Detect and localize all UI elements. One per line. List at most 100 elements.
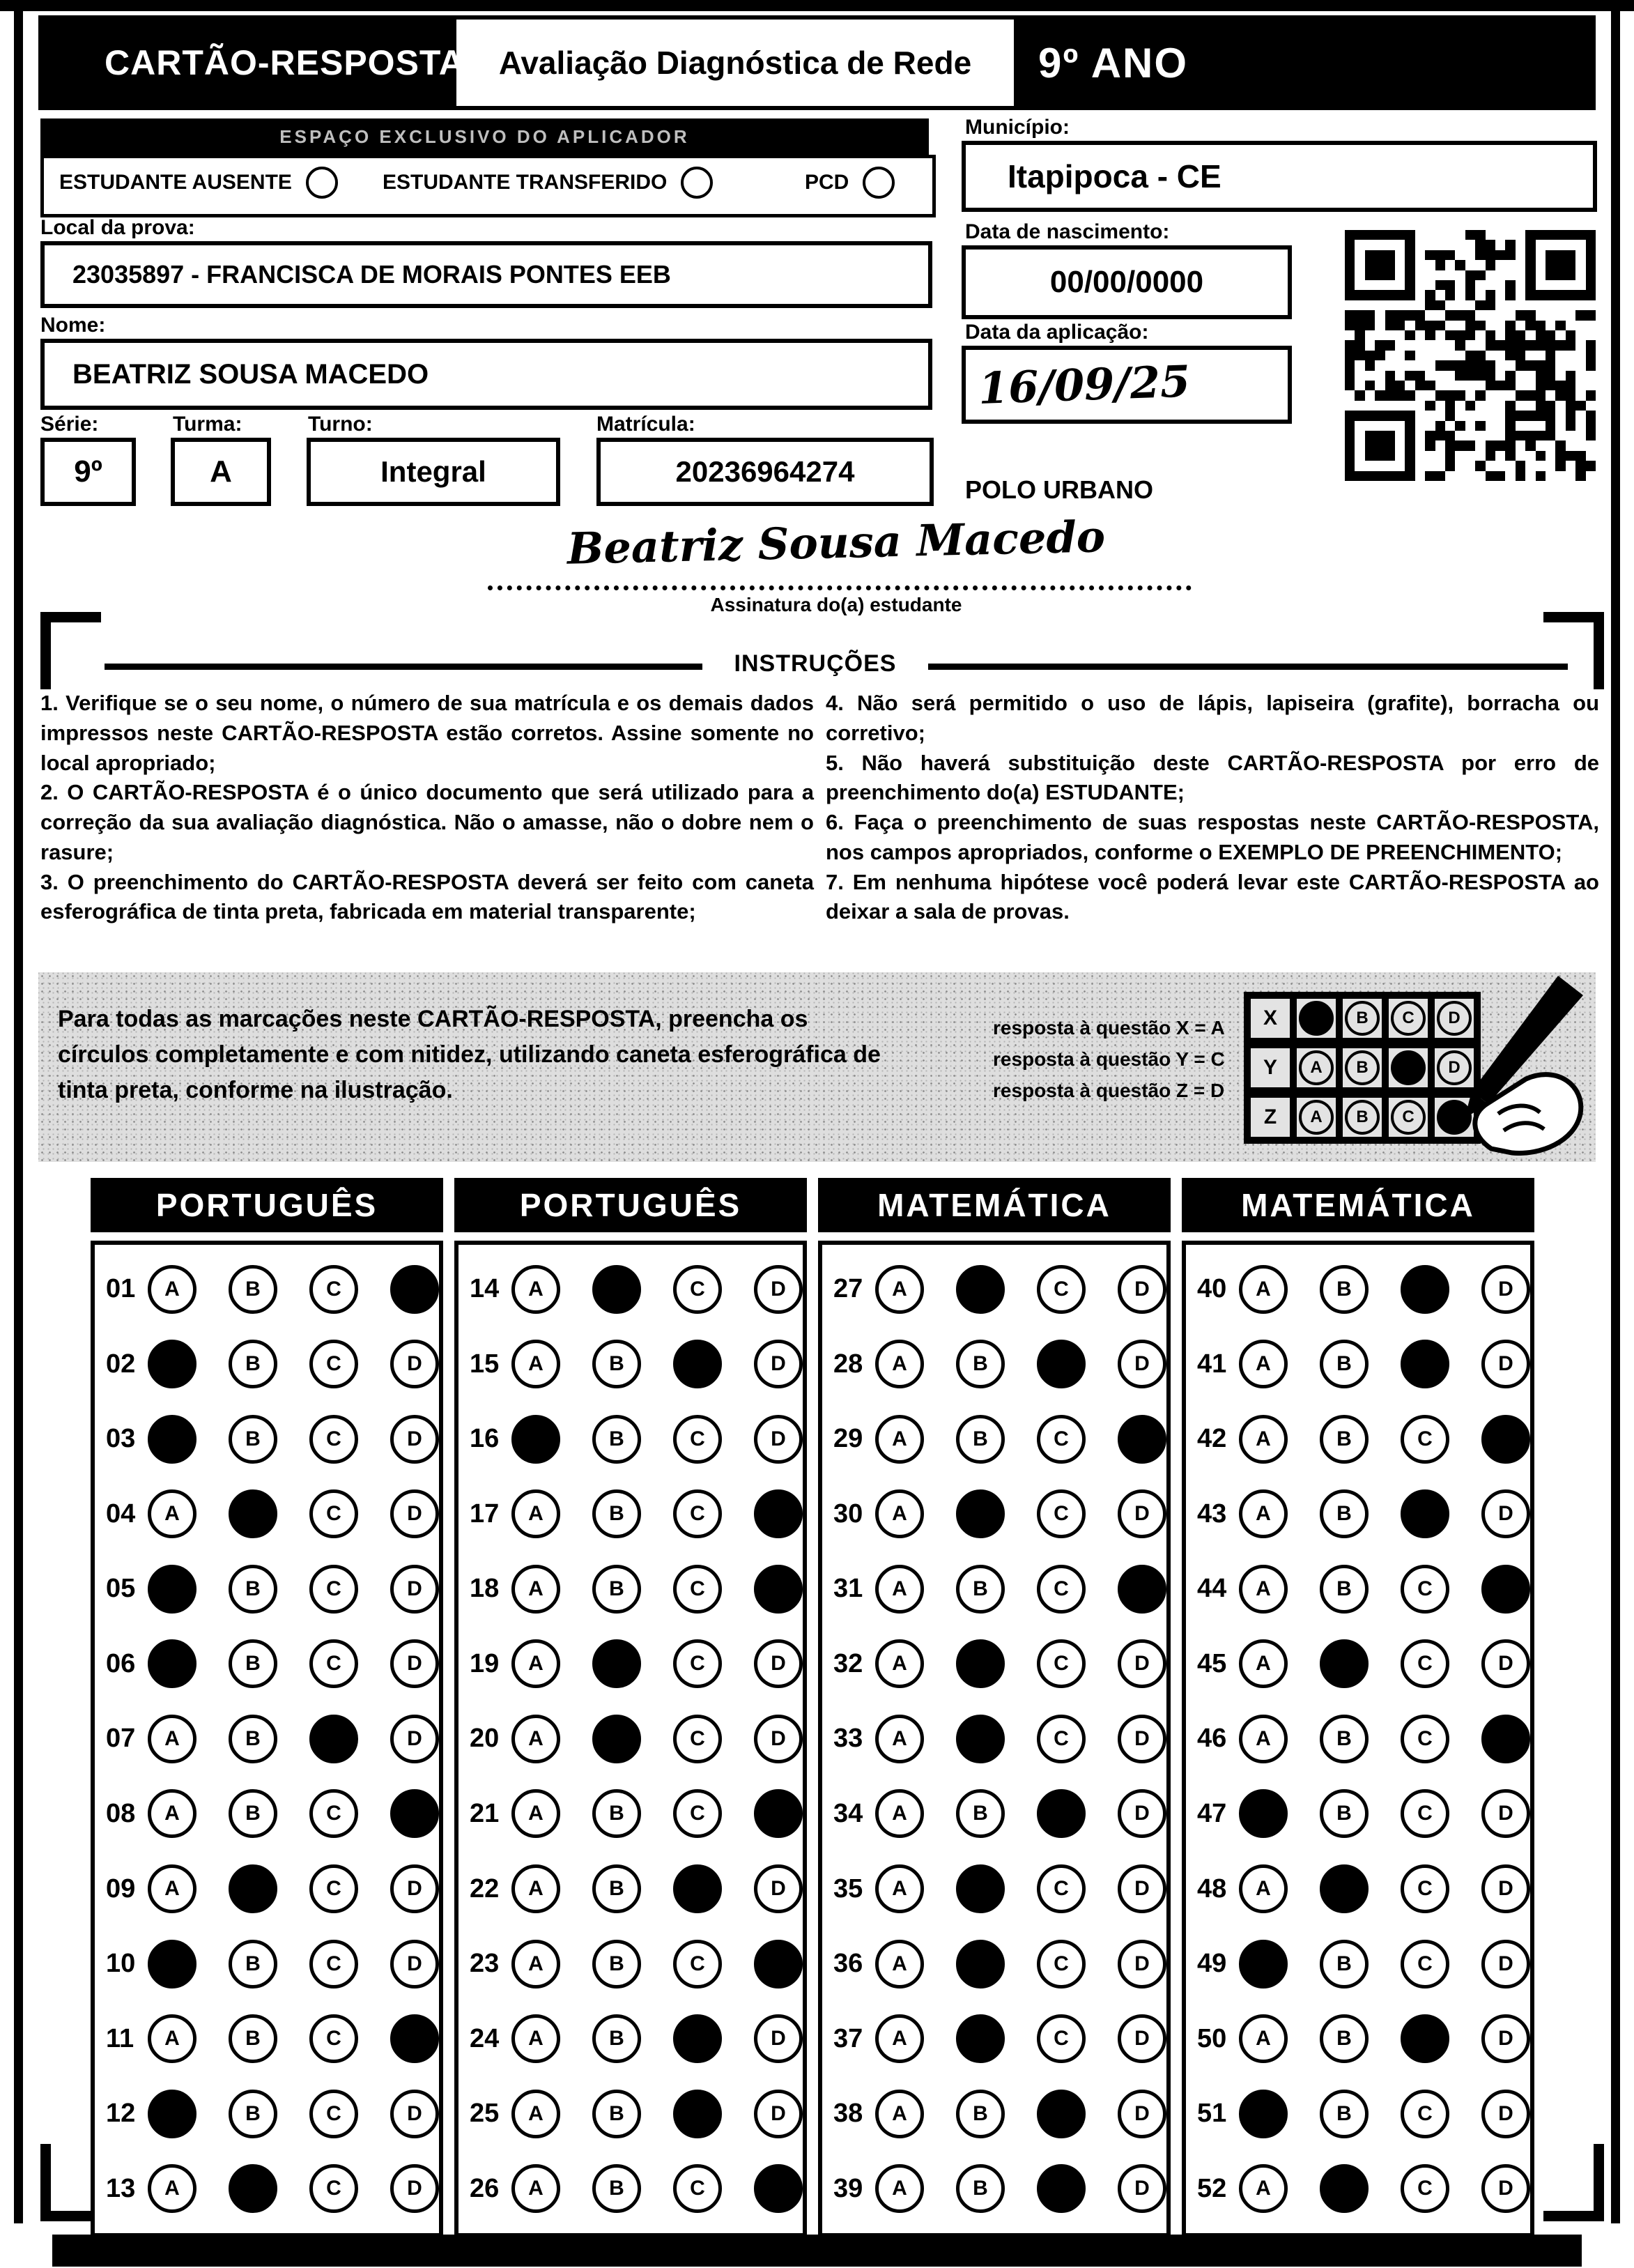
answer-bubble-filled[interactable]: A — [148, 1414, 196, 1464]
answer-bubble[interactable]: A — [511, 1564, 560, 1614]
answer-bubble[interactable]: A — [1239, 1414, 1288, 1464]
answer-bubble[interactable]: D — [1118, 1864, 1166, 1914]
answer-bubble[interactable]: D — [1118, 1489, 1166, 1539]
answer-bubble[interactable]: B — [1320, 1489, 1369, 1539]
example-bubble[interactable]: A — [1299, 1050, 1334, 1085]
answer-bubble[interactable]: B — [1320, 1264, 1369, 1314]
answer-bubble[interactable]: A — [875, 1789, 924, 1839]
example-bubble[interactable]: A — [1299, 1100, 1334, 1135]
answer-bubble-filled[interactable]: B — [229, 1864, 277, 1914]
answer-bubble-filled[interactable]: D — [1118, 1414, 1166, 1464]
answer-bubble-filled[interactable]: D — [754, 1939, 803, 1989]
answer-bubble[interactable]: A — [148, 1789, 196, 1839]
answer-bubble[interactable]: B — [592, 2089, 641, 2138]
answer-bubble[interactable]: B — [592, 1340, 641, 1389]
answer-bubble[interactable]: B — [956, 1564, 1005, 1614]
answer-bubble[interactable]: B — [592, 1414, 641, 1464]
answer-bubble[interactable]: A — [1239, 1714, 1288, 1763]
answer-bubble[interactable]: B — [229, 1414, 277, 1464]
answer-bubble[interactable]: D — [390, 1864, 439, 1914]
answer-bubble[interactable]: A — [511, 1714, 560, 1763]
answer-bubble-filled[interactable]: D — [1481, 1714, 1530, 1763]
answer-bubble[interactable]: D — [390, 1340, 439, 1389]
answer-bubble[interactable]: C — [1037, 1264, 1086, 1314]
answer-bubble[interactable]: A — [511, 1489, 560, 1539]
answer-bubble[interactable]: C — [1401, 2164, 1449, 2214]
answer-bubble[interactable]: C — [309, 2014, 358, 2064]
answer-bubble[interactable]: D — [754, 1414, 803, 1464]
answer-bubble[interactable]: C — [673, 1789, 722, 1839]
answer-bubble[interactable]: B — [229, 1714, 277, 1763]
answer-bubble-filled[interactable]: C — [1401, 1489, 1449, 1539]
answer-bubble[interactable]: C — [1401, 1789, 1449, 1839]
answer-bubble-filled[interactable]: A — [148, 1939, 196, 1989]
answer-bubble[interactable]: A — [511, 1864, 560, 1914]
answer-bubble[interactable]: A — [511, 2014, 560, 2064]
answer-bubble-filled[interactable]: A — [1239, 1939, 1288, 1989]
answer-bubble[interactable]: D — [1118, 2089, 1166, 2138]
example-bubble-filled[interactable]: C — [1391, 1050, 1426, 1085]
answer-bubble[interactable]: D — [754, 2014, 803, 2064]
answer-bubble-filled[interactable]: D — [390, 1789, 439, 1839]
answer-bubble[interactable]: A — [1239, 1489, 1288, 1539]
answer-bubble[interactable]: C — [1037, 1564, 1086, 1614]
answer-bubble[interactable]: D — [390, 2089, 439, 2138]
answer-bubble[interactable]: A — [148, 1864, 196, 1914]
answer-bubble[interactable]: A — [1239, 1639, 1288, 1689]
answer-bubble-filled[interactable]: C — [1401, 2014, 1449, 2064]
answer-bubble[interactable]: C — [1037, 2014, 1086, 2064]
answer-bubble[interactable]: A — [875, 2164, 924, 2214]
answer-bubble[interactable]: C — [673, 1714, 722, 1763]
answer-bubble[interactable]: B — [592, 1789, 641, 1839]
example-bubble[interactable]: B — [1345, 1001, 1380, 1036]
answer-bubble[interactable]: D — [754, 1264, 803, 1314]
answer-bubble[interactable]: C — [309, 2089, 358, 2138]
answer-bubble[interactable]: D — [1481, 1639, 1530, 1689]
answer-bubble[interactable]: A — [875, 1714, 924, 1763]
answer-bubble-filled[interactable]: B — [956, 2014, 1005, 2064]
answer-bubble[interactable]: B — [956, 2089, 1005, 2138]
answer-bubble[interactable]: B — [229, 1789, 277, 1839]
answer-bubble-filled[interactable]: B — [956, 1939, 1005, 1989]
example-bubble[interactable]: D — [1437, 1050, 1472, 1085]
answer-bubble[interactable]: B — [1320, 1789, 1369, 1839]
answer-bubble[interactable]: A — [875, 1939, 924, 1989]
answer-bubble[interactable]: C — [673, 1489, 722, 1539]
answer-bubble-filled[interactable]: C — [673, 1864, 722, 1914]
answer-bubble[interactable]: D — [390, 1564, 439, 1614]
answer-bubble[interactable]: D — [1481, 1939, 1530, 1989]
answer-bubble-filled[interactable]: B — [1320, 1864, 1369, 1914]
answer-bubble-filled[interactable]: C — [1037, 1789, 1086, 1839]
answer-bubble[interactable]: C — [1037, 1939, 1086, 1989]
answer-bubble[interactable]: B — [1320, 1564, 1369, 1614]
answer-bubble[interactable]: D — [754, 1340, 803, 1389]
answer-bubble[interactable]: A — [148, 1489, 196, 1539]
answer-bubble[interactable]: A — [1239, 1564, 1288, 1614]
answer-bubble[interactable]: A — [511, 2089, 560, 2138]
answer-bubble-filled[interactable]: B — [592, 1639, 641, 1689]
answer-bubble[interactable]: C — [1037, 1489, 1086, 1539]
answer-bubble[interactable]: B — [229, 1639, 277, 1689]
answer-bubble-filled[interactable]: A — [148, 1340, 196, 1389]
answer-bubble-filled[interactable]: C — [1037, 2089, 1086, 2138]
answer-bubble[interactable]: A — [875, 2014, 924, 2064]
answer-bubble[interactable]: C — [1401, 2089, 1449, 2138]
answer-bubble[interactable]: C — [309, 1340, 358, 1389]
answer-bubble-filled[interactable]: B — [956, 1264, 1005, 1314]
answer-bubble[interactable]: D — [390, 2164, 439, 2214]
answer-bubble[interactable]: A — [875, 1264, 924, 1314]
answer-bubble[interactable]: C — [1401, 1864, 1449, 1914]
answer-bubble[interactable]: A — [875, 1564, 924, 1614]
option-bubble[interactable] — [863, 167, 895, 199]
answer-bubble-filled[interactable]: C — [1037, 2164, 1086, 2214]
answer-bubble[interactable]: B — [1320, 1414, 1369, 1464]
answer-bubble[interactable]: B — [956, 2164, 1005, 2214]
answer-bubble[interactable]: D — [1118, 2164, 1166, 2214]
answer-bubble[interactable]: D — [1481, 1864, 1530, 1914]
answer-bubble[interactable]: D — [1481, 1789, 1530, 1839]
answer-bubble-filled[interactable]: D — [1118, 1564, 1166, 1614]
answer-bubble[interactable]: B — [229, 2089, 277, 2138]
answer-bubble[interactable]: C — [1037, 1714, 1086, 1763]
answer-bubble[interactable]: C — [1401, 1939, 1449, 1989]
answer-bubble[interactable]: D — [1481, 2164, 1530, 2214]
